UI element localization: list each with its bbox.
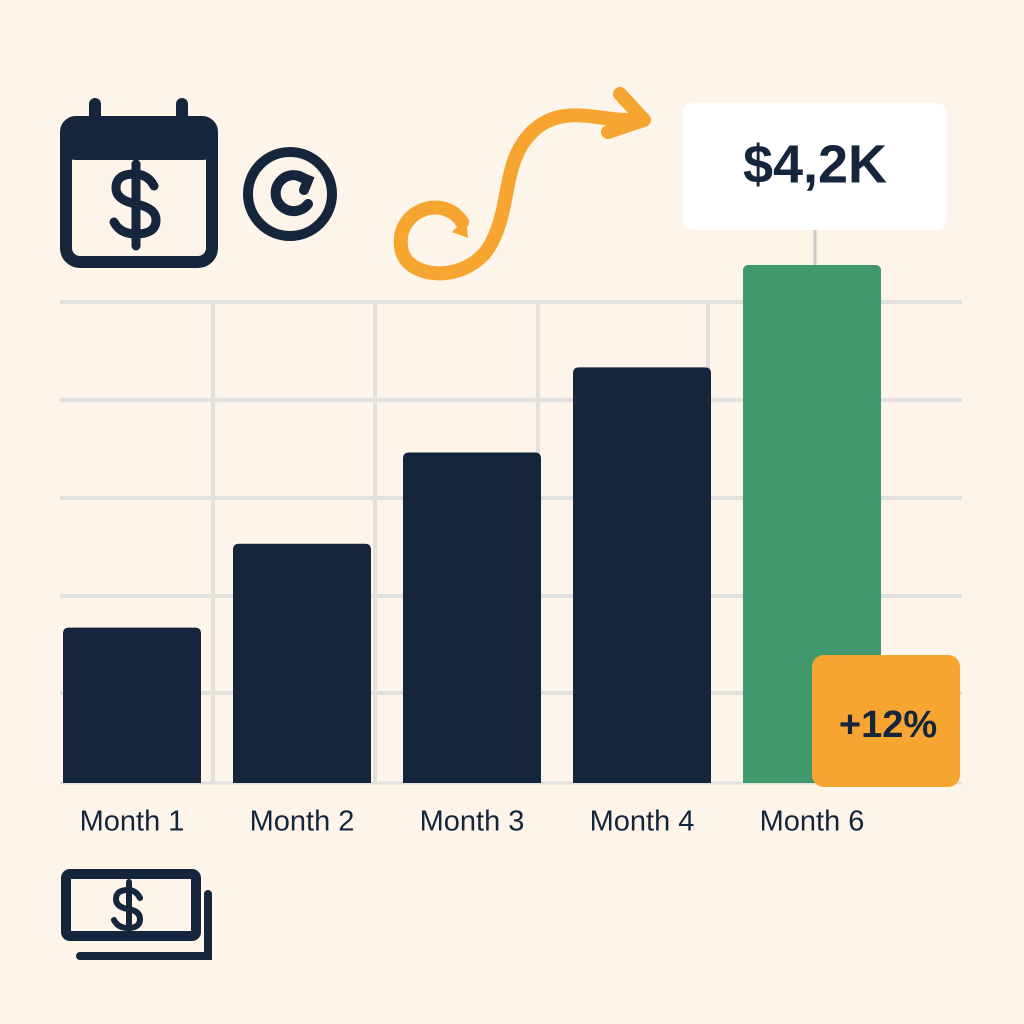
annotation: +12% bbox=[839, 704, 937, 746]
bar bbox=[233, 543, 371, 783]
money-icon bbox=[61, 869, 212, 960]
swirl-arrow bbox=[393, 87, 651, 281]
bar bbox=[63, 627, 201, 783]
x-tick-label: Month 6 bbox=[760, 806, 865, 838]
bar bbox=[743, 265, 881, 783]
x-tick-label: Month 2 bbox=[250, 806, 355, 838]
value-label-box bbox=[683, 103, 947, 230]
calendar-icon bbox=[60, 98, 218, 268]
x-tick-label: Month 3 bbox=[420, 806, 525, 838]
x-tick-label: Month 1 bbox=[80, 806, 185, 838]
bar bbox=[573, 367, 711, 783]
bar bbox=[403, 452, 541, 783]
cycle-icon bbox=[243, 147, 337, 241]
annotation-box bbox=[812, 655, 960, 787]
x-tick-label: Month 4 bbox=[590, 806, 695, 838]
swirl-head bbox=[452, 218, 468, 238]
value-label: $4,2K bbox=[743, 134, 887, 194]
